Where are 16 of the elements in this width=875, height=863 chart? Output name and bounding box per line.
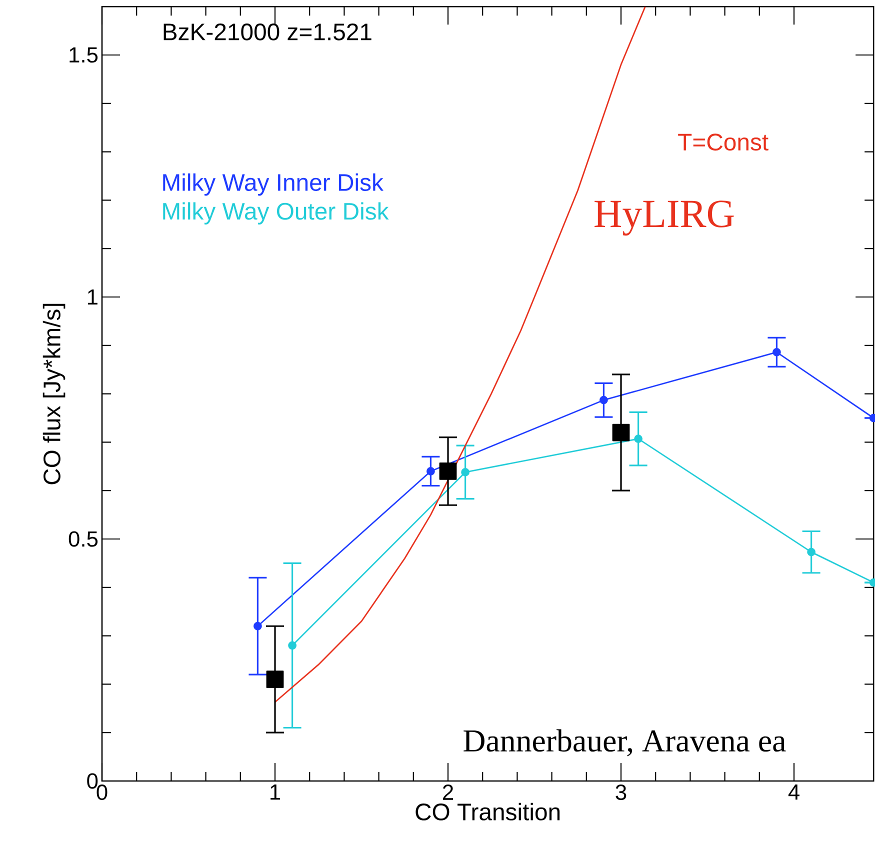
y-tick-label: 0	[87, 773, 98, 789]
y-tick-label: 1	[88, 289, 98, 305]
text: Milky Way Outer Disk	[163, 202, 389, 225]
x-axis-title: CO Transition	[416, 802, 560, 820]
text: BzK-21000 z=1.521	[164, 23, 372, 40]
annotation: Dannerbauer, Aravena ea	[464, 729, 786, 756]
annotation: T=Const	[678, 134, 768, 151]
x-tick-label: 2	[443, 784, 454, 800]
text: Milky Way Inner Disk	[163, 173, 384, 196]
x-tick-label: 1	[270, 784, 280, 800]
y-axis-title: CO flux [Jy*km/s]	[42, 304, 66, 484]
y-tick-label: 0.5	[68, 531, 98, 547]
series-label: HyLIRG	[594, 200, 734, 236]
y-tick-label: 1.5	[70, 47, 98, 63]
x-tick-label: 4	[788, 784, 800, 800]
x-tick-label: 3	[616, 784, 626, 800]
